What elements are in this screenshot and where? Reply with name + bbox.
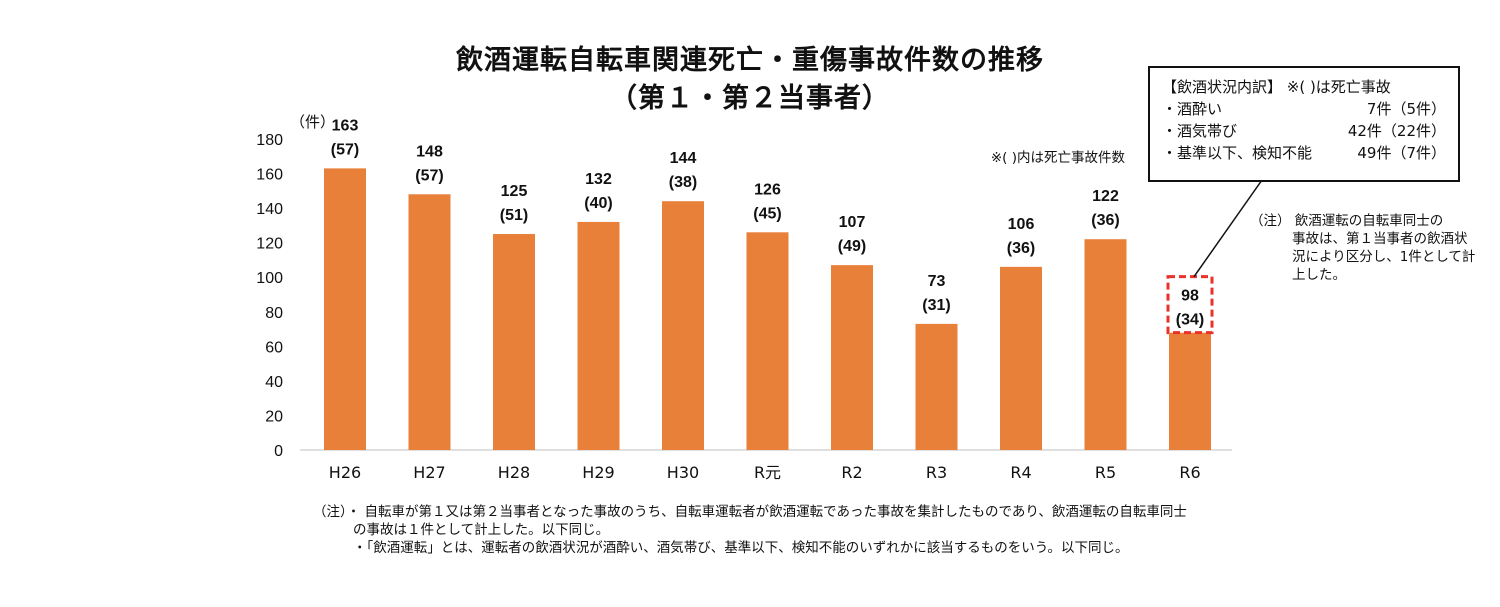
bar bbox=[577, 221, 620, 450]
bar-fatal-label: (51) bbox=[500, 207, 528, 224]
callout-row-value: 42件（22件） bbox=[1347, 122, 1446, 140]
x-tick-label: R2 bbox=[841, 463, 862, 482]
highlight-box bbox=[1166, 275, 1214, 335]
x-tick-label: R5 bbox=[1095, 463, 1116, 482]
bar-value-label: 98 bbox=[1181, 288, 1199, 305]
bar-value-label: 107 bbox=[839, 214, 866, 231]
bar bbox=[1000, 266, 1042, 450]
drinking-status-callout: 【飲酒状況内訳】 ※( )は死亡事故 ・酒酔い 7件（5件） ・酒気帯び 42件… bbox=[1148, 66, 1460, 182]
side-note-line: （注） 飲酒運転の自転車同士の bbox=[1250, 213, 1444, 229]
y-tick-label: 20 bbox=[265, 408, 283, 425]
x-tick-label: H26 bbox=[329, 463, 361, 482]
bar-fatal-label: (34) bbox=[1176, 312, 1204, 329]
bar-fatal-label: (40) bbox=[584, 195, 612, 212]
bar-fatal-label: (38) bbox=[669, 174, 697, 191]
y-tick-label: 60 bbox=[265, 339, 283, 356]
side-note-line: 事故は、第１当事者の飲酒状 bbox=[1292, 231, 1468, 247]
bar bbox=[915, 323, 958, 450]
bar bbox=[408, 194, 451, 450]
bar bbox=[746, 232, 789, 450]
bar-value-label: 144 bbox=[670, 150, 697, 167]
x-tick-label: H30 bbox=[667, 463, 699, 482]
footnote-line: の事故は１件として計上した。以下同じ。 bbox=[353, 522, 610, 538]
callout-row-label: ・酒酔い bbox=[1162, 100, 1223, 118]
y-tick-label: 160 bbox=[256, 167, 283, 184]
bar-fatal-label: (49) bbox=[838, 238, 866, 255]
bar-value-label: 163 bbox=[332, 117, 359, 134]
y-tick-label: 120 bbox=[256, 236, 283, 253]
bar bbox=[1084, 239, 1127, 450]
callout-row-alcohol: ・酒気帯び 42件（22件） bbox=[1162, 120, 1446, 142]
bar-value-label: 106 bbox=[1008, 216, 1035, 233]
callout-row-below-standard: ・基準以下、検知不能 49件（7件） bbox=[1162, 142, 1446, 164]
y-tick-label: 0 bbox=[274, 443, 283, 460]
y-tick-label: 80 bbox=[265, 305, 283, 322]
side-note-line: 上した。 bbox=[1292, 267, 1346, 283]
chart-title-line1: 飲酒運転自転車関連死亡・重傷事故件数の推移 bbox=[456, 45, 1044, 76]
bar-value-label: 148 bbox=[416, 143, 443, 160]
bar-value-label: 122 bbox=[1092, 188, 1119, 205]
bar-value-label: 132 bbox=[585, 171, 612, 188]
bar-fatal-label: (31) bbox=[922, 297, 950, 314]
y-tick-label: 180 bbox=[256, 132, 283, 149]
bar bbox=[493, 234, 535, 450]
callout-row-label: ・基準以下、検知不能 bbox=[1162, 144, 1313, 162]
callout-row-value: 7件（5件） bbox=[1366, 100, 1446, 118]
callout-row-drunk: ・酒酔い 7件（5件） bbox=[1162, 98, 1446, 120]
x-tick-label: R元 bbox=[754, 463, 781, 482]
bar-fatal-label: (45) bbox=[753, 205, 781, 222]
x-tick-label: R4 bbox=[1010, 463, 1031, 482]
bar-value-label: 73 bbox=[928, 273, 946, 290]
y-tick-label: 40 bbox=[265, 374, 283, 391]
bar bbox=[831, 265, 873, 450]
bar-fatal-label: (36) bbox=[1007, 240, 1035, 257]
fatal-count-note: ※( )内は死亡事故件数 bbox=[991, 150, 1126, 166]
x-tick-label: H27 bbox=[413, 463, 445, 482]
footnote-line: （注）・ 自転車が第１又は第２当事者となった事故のうち、自転車運転者が飲酒運転で… bbox=[313, 504, 1187, 520]
side-note-line: 況により区分し、1件として計 bbox=[1292, 249, 1476, 265]
y-tick-label: 100 bbox=[256, 270, 283, 287]
bar-value-label: 126 bbox=[754, 181, 781, 198]
bar-fatal-label: (57) bbox=[415, 167, 443, 184]
callout-row-label: ・酒気帯び bbox=[1162, 122, 1238, 140]
chart-title-line2: （第１・第２当事者） bbox=[610, 83, 890, 114]
bar bbox=[662, 201, 704, 450]
x-tick-label: H28 bbox=[498, 463, 530, 482]
callout-row-value: 49件（7件） bbox=[1357, 144, 1446, 162]
x-tick-label: R6 bbox=[1179, 463, 1200, 482]
bar-value-label: 125 bbox=[501, 183, 528, 200]
callout-header: 【飲酒状況内訳】 ※( )は死亡事故 bbox=[1162, 78, 1391, 96]
footnote-line: ・「飲酒運転」とは、運転者の飲酒状況が酒酔い、酒気帯び、基準以下、検知不能のいず… bbox=[353, 540, 1129, 556]
footnotes: （注）・ 自転車が第１又は第２当事者となった事故のうち、自転車運転者が飲酒運転で… bbox=[313, 503, 1187, 557]
x-tick-label: R3 bbox=[926, 463, 947, 482]
x-tick-label: H29 bbox=[582, 463, 614, 482]
bar bbox=[324, 168, 366, 450]
bar-fatal-label: (36) bbox=[1091, 212, 1119, 229]
y-tick-label: 140 bbox=[256, 201, 283, 218]
side-note: （注） 飲酒運転の自転車同士の 事故は、第１当事者の飲酒状 況により区分し、1件… bbox=[1250, 212, 1480, 284]
y-unit-label: （件） bbox=[290, 113, 335, 131]
bar-fatal-label: (57) bbox=[331, 141, 359, 158]
